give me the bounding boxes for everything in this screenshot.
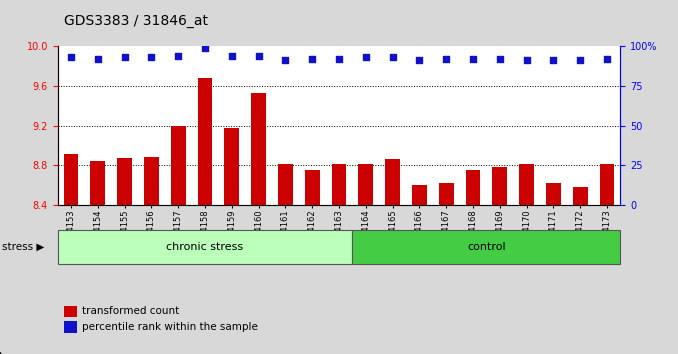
Bar — [278, 164, 293, 205]
Text: stress ▶: stress ▶ — [2, 242, 45, 252]
Point — [253, 53, 264, 58]
Bar — [224, 128, 239, 205]
Bar — [573, 187, 588, 205]
Bar — [171, 126, 186, 205]
Bar — [252, 93, 266, 205]
Point — [334, 56, 344, 62]
Bar — [439, 183, 454, 205]
Bar — [58, 230, 353, 264]
Point — [92, 56, 103, 62]
Point — [468, 56, 479, 62]
Text: percentile rank within the sample: percentile rank within the sample — [82, 322, 258, 332]
Point — [199, 45, 210, 50]
Point — [361, 54, 372, 60]
Point — [521, 57, 532, 63]
Text: control: control — [467, 242, 506, 252]
Bar — [492, 167, 507, 205]
Bar — [198, 78, 212, 205]
Point — [441, 56, 452, 62]
Point — [280, 57, 291, 63]
Point — [146, 54, 157, 60]
Bar — [546, 183, 561, 205]
Point — [414, 57, 425, 63]
Bar — [117, 158, 132, 205]
Bar — [519, 164, 534, 205]
Text: chronic stress: chronic stress — [167, 242, 243, 252]
Point — [575, 57, 586, 63]
Bar — [305, 171, 319, 205]
Bar — [90, 160, 105, 205]
Text: GDS3383 / 31846_at: GDS3383 / 31846_at — [64, 14, 208, 28]
Bar — [144, 156, 159, 205]
Point — [306, 56, 317, 62]
Bar — [332, 164, 346, 205]
Bar — [599, 165, 614, 205]
Point — [226, 53, 237, 58]
Point — [66, 54, 77, 60]
Point — [548, 57, 559, 63]
Bar — [385, 159, 400, 205]
Bar — [412, 185, 426, 205]
Bar — [353, 230, 620, 264]
Bar — [64, 154, 79, 205]
Point — [119, 54, 130, 60]
Point — [173, 53, 184, 58]
Point — [387, 54, 398, 60]
Point — [494, 56, 505, 62]
Bar — [466, 171, 480, 205]
Point — [601, 56, 612, 62]
Bar — [359, 164, 373, 205]
Text: transformed count: transformed count — [82, 306, 179, 316]
